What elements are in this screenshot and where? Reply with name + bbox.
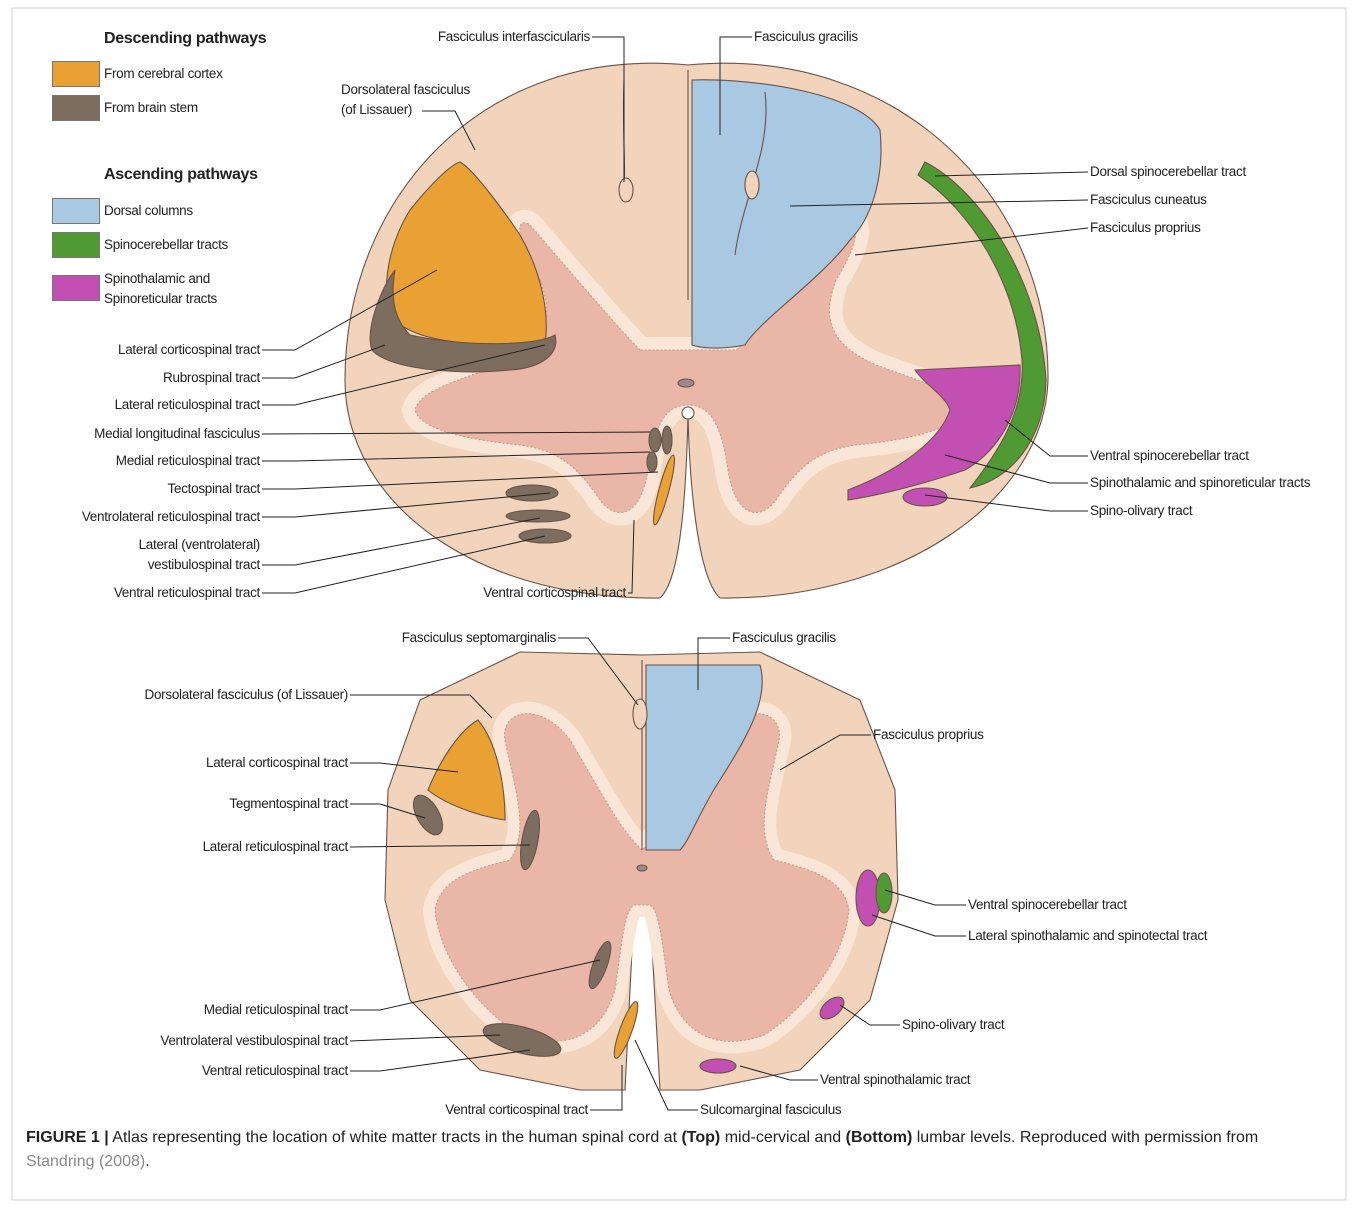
ventral-spinothalamic xyxy=(700,1059,736,1073)
tract-label: Lateral reticulospinal tract xyxy=(115,395,260,415)
tract-label: Lateral reticulospinal tract xyxy=(203,837,348,857)
central-canal xyxy=(678,379,694,387)
caption-text: Atlas representing the location of white… xyxy=(109,1129,682,1146)
tract-label: Ventral corticospinal tract xyxy=(483,583,626,603)
caption-text: mid-cervical and xyxy=(720,1129,845,1146)
tract-label: Spinothalamic and spinoreticular tracts xyxy=(1090,473,1310,493)
tract-label: Sulcomarginal fasciculus xyxy=(700,1100,841,1120)
legend-swatch xyxy=(52,61,100,87)
top-cord xyxy=(345,63,1048,598)
tract-label: Spino-olivary tract xyxy=(902,1015,1004,1035)
tract-label: Lateral (ventrolateral) vestibulospinal … xyxy=(139,535,260,575)
caption-label: FIGURE 1 | xyxy=(26,1129,109,1146)
caption: FIGURE 1 | Atlas representing the locati… xyxy=(26,1126,1326,1174)
legend-swatch xyxy=(52,232,100,258)
brainstem-tract xyxy=(662,426,672,454)
brainstem-tract xyxy=(647,452,657,472)
tract-label: Dorsal spinocerebellar tract xyxy=(1090,162,1246,182)
tract-label: Fasciculus cuneatus xyxy=(1090,190,1207,210)
bottom-cord xyxy=(385,652,898,1090)
central-canal xyxy=(637,865,647,871)
legend-swatch xyxy=(52,95,100,121)
tract-label: Fasciculus septomarginalis xyxy=(402,628,556,648)
tract-label: Ventral spinocerebellar tract xyxy=(1090,446,1249,466)
tract-label: Medial reticulospinal tract xyxy=(204,1000,348,1020)
tract-label: Fasciculus proprius xyxy=(873,725,984,745)
tract-label: Ventral spinocerebellar tract xyxy=(968,895,1127,915)
legend-item: From cerebral cortex xyxy=(104,64,223,84)
caption-text: lumbar levels. Reproduced with permissio… xyxy=(912,1129,1258,1146)
legend-item: From brain stem xyxy=(104,98,198,118)
tract-label: Ventrolateral reticulospinal tract xyxy=(82,507,260,527)
tract-label: Ventral corticospinal tract xyxy=(445,1100,588,1120)
tract-label: Fasciculus proprius xyxy=(1090,218,1201,238)
tract-label: Tectospinal tract xyxy=(168,479,260,499)
legend-title: Ascending pathways xyxy=(104,166,258,184)
tract-label: Medial reticulospinal tract xyxy=(116,451,260,471)
brainstem-tract xyxy=(506,510,570,522)
caption-text: . xyxy=(145,1153,149,1170)
brainstem-tract xyxy=(506,485,558,501)
spinocerebellar-tract xyxy=(876,873,892,913)
legend-item: Dorsal columns xyxy=(104,201,193,221)
tract-label: Fasciculus gracilis xyxy=(732,628,836,648)
tract-label: Rubrospinal tract xyxy=(163,368,260,388)
tract-label: Ventral reticulospinal tract xyxy=(114,583,260,603)
tract-label: Spino-olivary tract xyxy=(1090,501,1192,521)
tract-label: Ventral reticulospinal tract xyxy=(202,1061,348,1081)
tract-label: Fasciculus interfascicularis xyxy=(438,27,590,47)
tract-label: Ventrolateral vestibulospinal tract xyxy=(160,1031,348,1051)
tract-label: Ventral spinothalamic tract xyxy=(820,1070,970,1090)
legend-swatch xyxy=(52,198,100,224)
citation-link[interactable]: Standring (2008) xyxy=(26,1153,145,1170)
brainstem-tract xyxy=(649,428,661,452)
caption-text: (Top) xyxy=(681,1129,720,1146)
caption-text: (Bottom) xyxy=(846,1129,913,1146)
tract-label: Tegmentospinal tract xyxy=(229,794,348,814)
tract-label: Fasciculus gracilis xyxy=(754,27,858,47)
septomarginal xyxy=(633,699,647,729)
fissure xyxy=(682,407,694,419)
figure: Descending pathways From cerebral cortex… xyxy=(0,0,1358,1209)
tract-label: Lateral corticospinal tract xyxy=(206,753,348,773)
tract-label: Lateral spinothalamic and spinotectal tr… xyxy=(968,926,1207,946)
tract-label: Medial longitudinal fasciculus xyxy=(94,424,260,444)
septal-spot xyxy=(745,171,759,199)
tract-label: Lateral corticospinal tract xyxy=(118,340,260,360)
legend-title: Descending pathways xyxy=(104,30,266,48)
legend-item: Spinothalamic and Spinoreticular tracts xyxy=(104,269,217,309)
legend-item: Spinocerebellar tracts xyxy=(104,235,228,255)
interfascicular xyxy=(619,178,633,202)
tract-label: Dorsolateral fasciculus (of Lissauer) xyxy=(341,80,470,120)
tract-label: Dorsolateral fasciculus (of Lissauer) xyxy=(145,685,348,705)
legend-swatch xyxy=(52,275,100,301)
